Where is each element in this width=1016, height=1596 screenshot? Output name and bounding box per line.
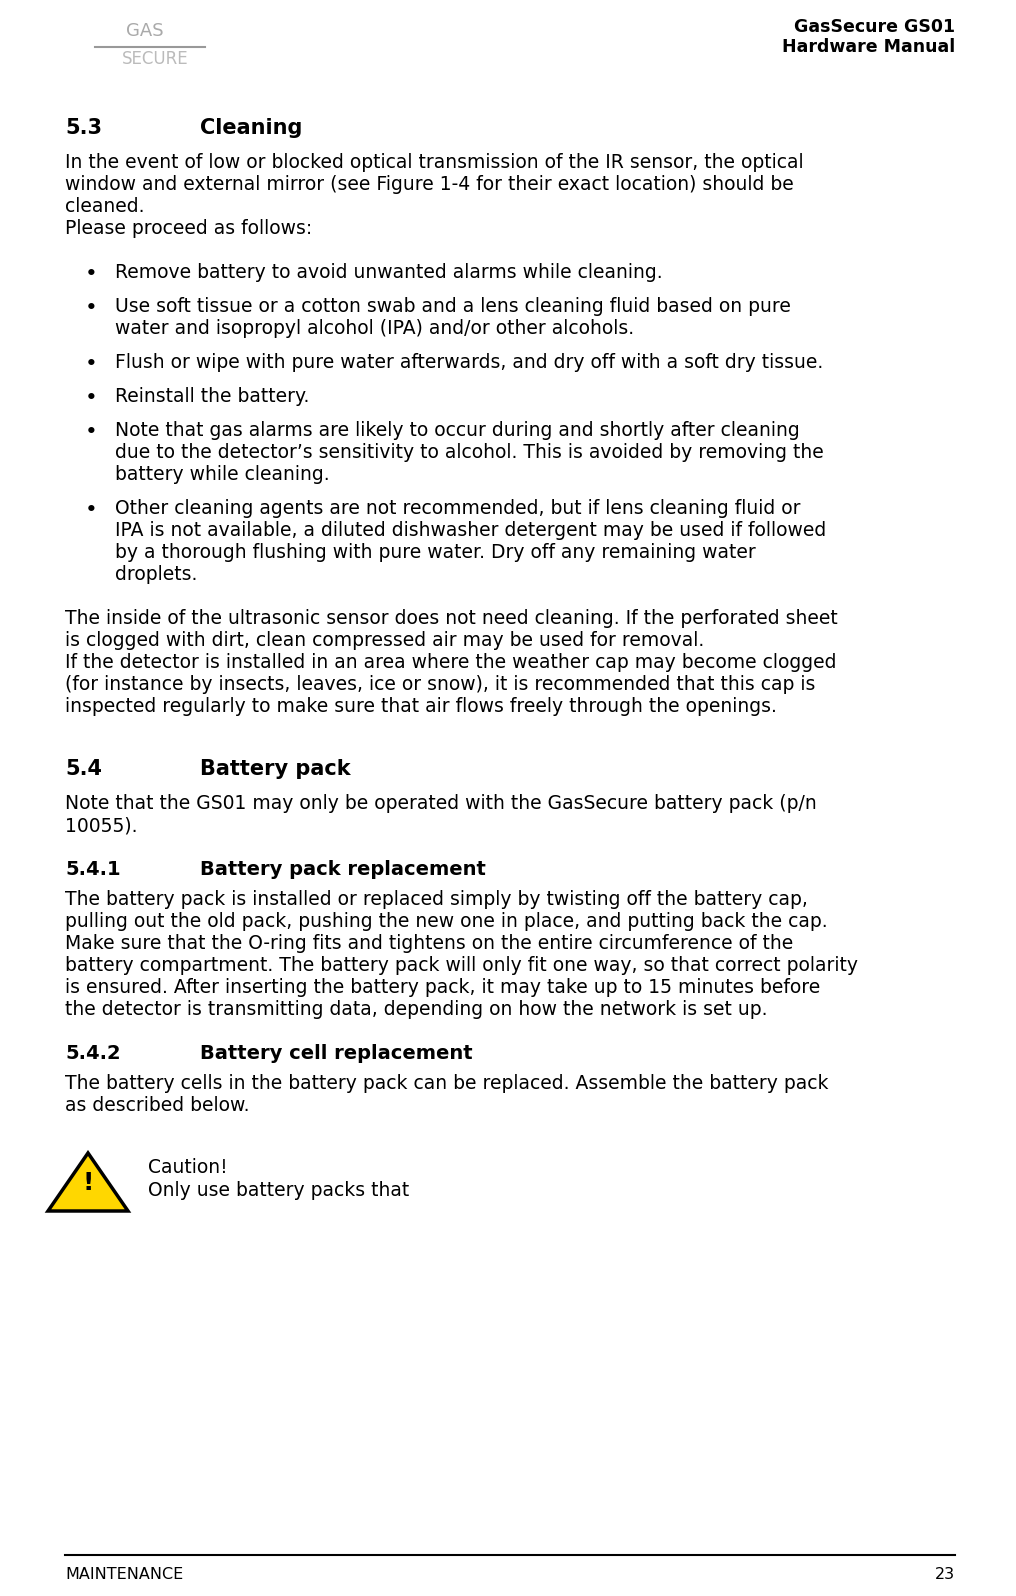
Text: SECURE: SECURE (122, 49, 188, 69)
Text: Reinstall the battery.: Reinstall the battery. (115, 386, 310, 405)
Text: Make sure that the O-ring fits and tightens on the entire circumference of the: Make sure that the O-ring fits and tight… (65, 934, 793, 953)
Text: •: • (85, 500, 98, 520)
Text: is ensured. After inserting the battery pack, it may take up to 15 minutes befor: is ensured. After inserting the battery … (65, 978, 820, 998)
Text: •: • (85, 354, 98, 373)
Text: battery compartment. The battery pack will only fit one way, so that correct pol: battery compartment. The battery pack wi… (65, 956, 858, 975)
Text: Battery pack: Battery pack (200, 760, 351, 779)
Text: 23: 23 (935, 1567, 955, 1582)
Text: 5.3: 5.3 (65, 118, 102, 137)
Text: MAINTENANCE: MAINTENANCE (65, 1567, 183, 1582)
Text: If the detector is installed in an area where the weather cap may become clogged: If the detector is installed in an area … (65, 653, 836, 672)
Text: the detector is transmitting data, depending on how the network is set up.: the detector is transmitting data, depen… (65, 1001, 767, 1018)
Text: Only use battery packs that: Only use battery packs that (148, 1181, 409, 1200)
Text: droplets.: droplets. (115, 565, 197, 584)
Text: battery while cleaning.: battery while cleaning. (115, 464, 329, 484)
Text: !: ! (82, 1171, 93, 1195)
Text: GAS: GAS (126, 22, 164, 40)
Text: is clogged with dirt, clean compressed air may be used for removal.: is clogged with dirt, clean compressed a… (65, 630, 704, 650)
Text: due to the detector’s sensitivity to alcohol. This is avoided by removing the: due to the detector’s sensitivity to alc… (115, 444, 824, 461)
Text: Remove battery to avoid unwanted alarms while cleaning.: Remove battery to avoid unwanted alarms … (115, 263, 662, 282)
Text: •: • (85, 388, 98, 409)
Text: Other cleaning agents are not recommended, but if lens cleaning fluid or: Other cleaning agents are not recommende… (115, 500, 801, 519)
Text: 5.4.2: 5.4.2 (65, 1044, 121, 1063)
Text: Use soft tissue or a cotton swab and a lens cleaning fluid based on pure: Use soft tissue or a cotton swab and a l… (115, 297, 790, 316)
Text: Hardware Manual: Hardware Manual (781, 38, 955, 56)
Text: Cleaning: Cleaning (200, 118, 303, 137)
Text: water and isopropyl alcohol (IPA) and/or other alcohols.: water and isopropyl alcohol (IPA) and/or… (115, 319, 634, 338)
Text: window and external mirror (see Figure 1-4 for their exact location) should be: window and external mirror (see Figure 1… (65, 176, 793, 195)
Text: •: • (85, 421, 98, 442)
Text: Battery cell replacement: Battery cell replacement (200, 1044, 472, 1063)
Text: IPA is not available, a diluted dishwasher detergent may be used if followed: IPA is not available, a diluted dishwash… (115, 520, 826, 539)
Text: The battery cells in the battery pack can be replaced. Assemble the battery pack: The battery cells in the battery pack ca… (65, 1074, 828, 1093)
Polygon shape (48, 1152, 128, 1211)
Text: Battery pack replacement: Battery pack replacement (200, 860, 486, 879)
Text: pulling out the old pack, pushing the new one in place, and putting back the cap: pulling out the old pack, pushing the ne… (65, 911, 828, 930)
Text: •: • (85, 263, 98, 284)
Text: as described below.: as described below. (65, 1096, 250, 1116)
Text: by a thorough flushing with pure water. Dry off any remaining water: by a thorough flushing with pure water. … (115, 543, 756, 562)
Text: The battery pack is installed or replaced simply by twisting off the battery cap: The battery pack is installed or replace… (65, 891, 808, 910)
Text: cleaned.: cleaned. (65, 196, 144, 215)
Text: The inside of the ultrasonic sensor does not need cleaning. If the perforated sh: The inside of the ultrasonic sensor does… (65, 610, 838, 627)
Text: Please proceed as follows:: Please proceed as follows: (65, 219, 312, 238)
Text: Caution!: Caution! (148, 1159, 228, 1176)
Text: Note that gas alarms are likely to occur during and shortly after cleaning: Note that gas alarms are likely to occur… (115, 421, 800, 440)
Text: 5.4: 5.4 (65, 760, 102, 779)
Text: Note that the GS01 may only be operated with the GasSecure battery pack (p/n: Note that the GS01 may only be operated … (65, 793, 817, 812)
Text: inspected regularly to make sure that air flows freely through the openings.: inspected regularly to make sure that ai… (65, 697, 777, 717)
Text: Flush or wipe with pure water afterwards, and dry off with a soft dry tissue.: Flush or wipe with pure water afterwards… (115, 353, 823, 372)
Text: 5.4.1: 5.4.1 (65, 860, 121, 879)
Text: GasSecure GS01: GasSecure GS01 (793, 18, 955, 37)
Text: In the event of low or blocked optical transmission of the IR sensor, the optica: In the event of low or blocked optical t… (65, 153, 804, 172)
Text: •: • (85, 298, 98, 318)
Text: (for instance by insects, leaves, ice or snow), it is recommended that this cap : (for instance by insects, leaves, ice or… (65, 675, 816, 694)
Text: 10055).: 10055). (65, 816, 137, 835)
